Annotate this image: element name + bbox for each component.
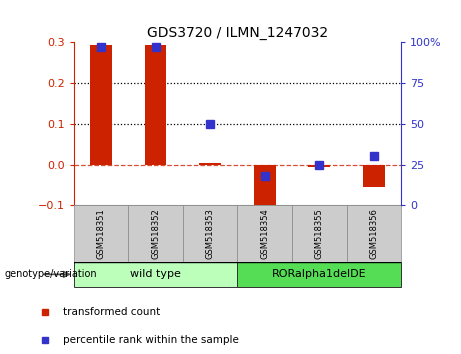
Bar — [254, 165, 276, 211]
Bar — [237, 205, 292, 262]
Bar — [363, 165, 384, 187]
Bar — [183, 205, 237, 262]
Text: transformed count: transformed count — [64, 307, 161, 316]
Bar — [145, 45, 166, 165]
Text: GSM518353: GSM518353 — [206, 208, 215, 259]
Text: RORalpha1delDE: RORalpha1delDE — [272, 269, 366, 279]
Bar — [199, 162, 221, 165]
Text: GSM518352: GSM518352 — [151, 208, 160, 259]
Text: wild type: wild type — [130, 269, 181, 279]
Bar — [347, 205, 401, 262]
Bar — [74, 205, 128, 262]
Text: GSM518355: GSM518355 — [315, 208, 324, 259]
Bar — [308, 165, 330, 167]
Text: percentile rank within the sample: percentile rank within the sample — [64, 335, 239, 345]
Text: GSM518356: GSM518356 — [369, 208, 378, 259]
Bar — [128, 205, 183, 262]
Bar — [237, 262, 401, 287]
Text: GSM518351: GSM518351 — [96, 208, 106, 259]
Text: genotype/variation: genotype/variation — [5, 269, 97, 279]
Text: GSM518354: GSM518354 — [260, 208, 269, 259]
Bar — [292, 205, 347, 262]
Bar — [90, 45, 112, 165]
Title: GDS3720 / ILMN_1247032: GDS3720 / ILMN_1247032 — [147, 26, 328, 40]
Bar — [74, 262, 237, 287]
